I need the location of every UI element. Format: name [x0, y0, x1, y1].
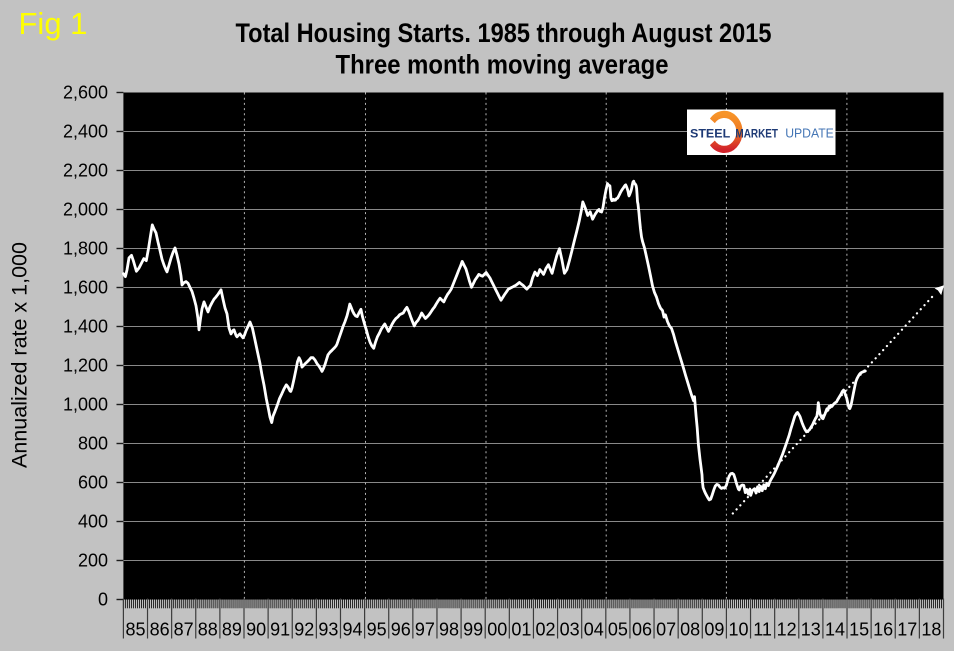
svg-text:STEEL: STEEL [690, 126, 731, 140]
svg-text:96: 96 [391, 620, 411, 640]
svg-text:91: 91 [270, 620, 290, 640]
svg-text:2,400: 2,400 [63, 122, 108, 142]
svg-text:1,000: 1,000 [63, 395, 108, 415]
svg-text:04: 04 [584, 620, 604, 640]
svg-text:2,600: 2,600 [63, 83, 108, 103]
svg-text:93: 93 [318, 620, 338, 640]
svg-text:1,200: 1,200 [63, 356, 108, 376]
svg-text:2,200: 2,200 [63, 161, 108, 181]
svg-text:89: 89 [222, 620, 242, 640]
svg-text:07: 07 [656, 620, 676, 640]
svg-text:800: 800 [78, 434, 108, 454]
svg-text:00: 00 [487, 620, 507, 640]
svg-text:UPDATE: UPDATE [785, 125, 834, 140]
svg-text:85: 85 [125, 620, 145, 640]
svg-text:03: 03 [560, 620, 580, 640]
svg-text:1,600: 1,600 [63, 278, 108, 298]
svg-text:1,400: 1,400 [63, 317, 108, 337]
svg-text:97: 97 [415, 620, 435, 640]
svg-text:95: 95 [367, 620, 387, 640]
svg-text:94: 94 [342, 620, 362, 640]
svg-text:14: 14 [825, 620, 845, 640]
svg-text:99: 99 [463, 620, 483, 640]
svg-text:600: 600 [78, 473, 108, 493]
svg-text:400: 400 [78, 512, 108, 532]
svg-text:18: 18 [921, 620, 941, 640]
svg-text:02: 02 [535, 620, 555, 640]
svg-text:05: 05 [608, 620, 628, 640]
svg-text:88: 88 [198, 620, 218, 640]
svg-text:200: 200 [78, 551, 108, 571]
svg-text:01: 01 [511, 620, 531, 640]
svg-text:08: 08 [680, 620, 700, 640]
svg-text:11: 11 [753, 620, 772, 640]
svg-text:92: 92 [294, 620, 314, 640]
svg-text:Annualized rate x 1,000: Annualized rate x 1,000 [8, 242, 32, 468]
svg-text:98: 98 [439, 620, 459, 640]
svg-text:17: 17 [897, 620, 917, 640]
svg-text:09: 09 [704, 620, 724, 640]
svg-text:90: 90 [246, 620, 266, 640]
svg-text:Fig 1: Fig 1 [19, 6, 88, 41]
svg-text:10: 10 [728, 620, 748, 640]
svg-text:12: 12 [777, 620, 797, 640]
svg-text:MARKET: MARKET [735, 126, 778, 140]
svg-text:Three month moving average: Three month moving average [336, 49, 669, 79]
svg-text:Total Housing Starts. 1985 thr: Total Housing Starts. 1985 through Augus… [236, 18, 772, 48]
svg-text:87: 87 [174, 620, 194, 640]
svg-text:0: 0 [98, 590, 108, 610]
svg-text:2,000: 2,000 [63, 200, 108, 220]
svg-text:1,800: 1,800 [63, 239, 108, 259]
svg-text:13: 13 [801, 620, 821, 640]
svg-text:15: 15 [849, 620, 869, 640]
svg-text:16: 16 [873, 620, 893, 640]
svg-text:86: 86 [150, 620, 170, 640]
svg-text:06: 06 [632, 620, 652, 640]
